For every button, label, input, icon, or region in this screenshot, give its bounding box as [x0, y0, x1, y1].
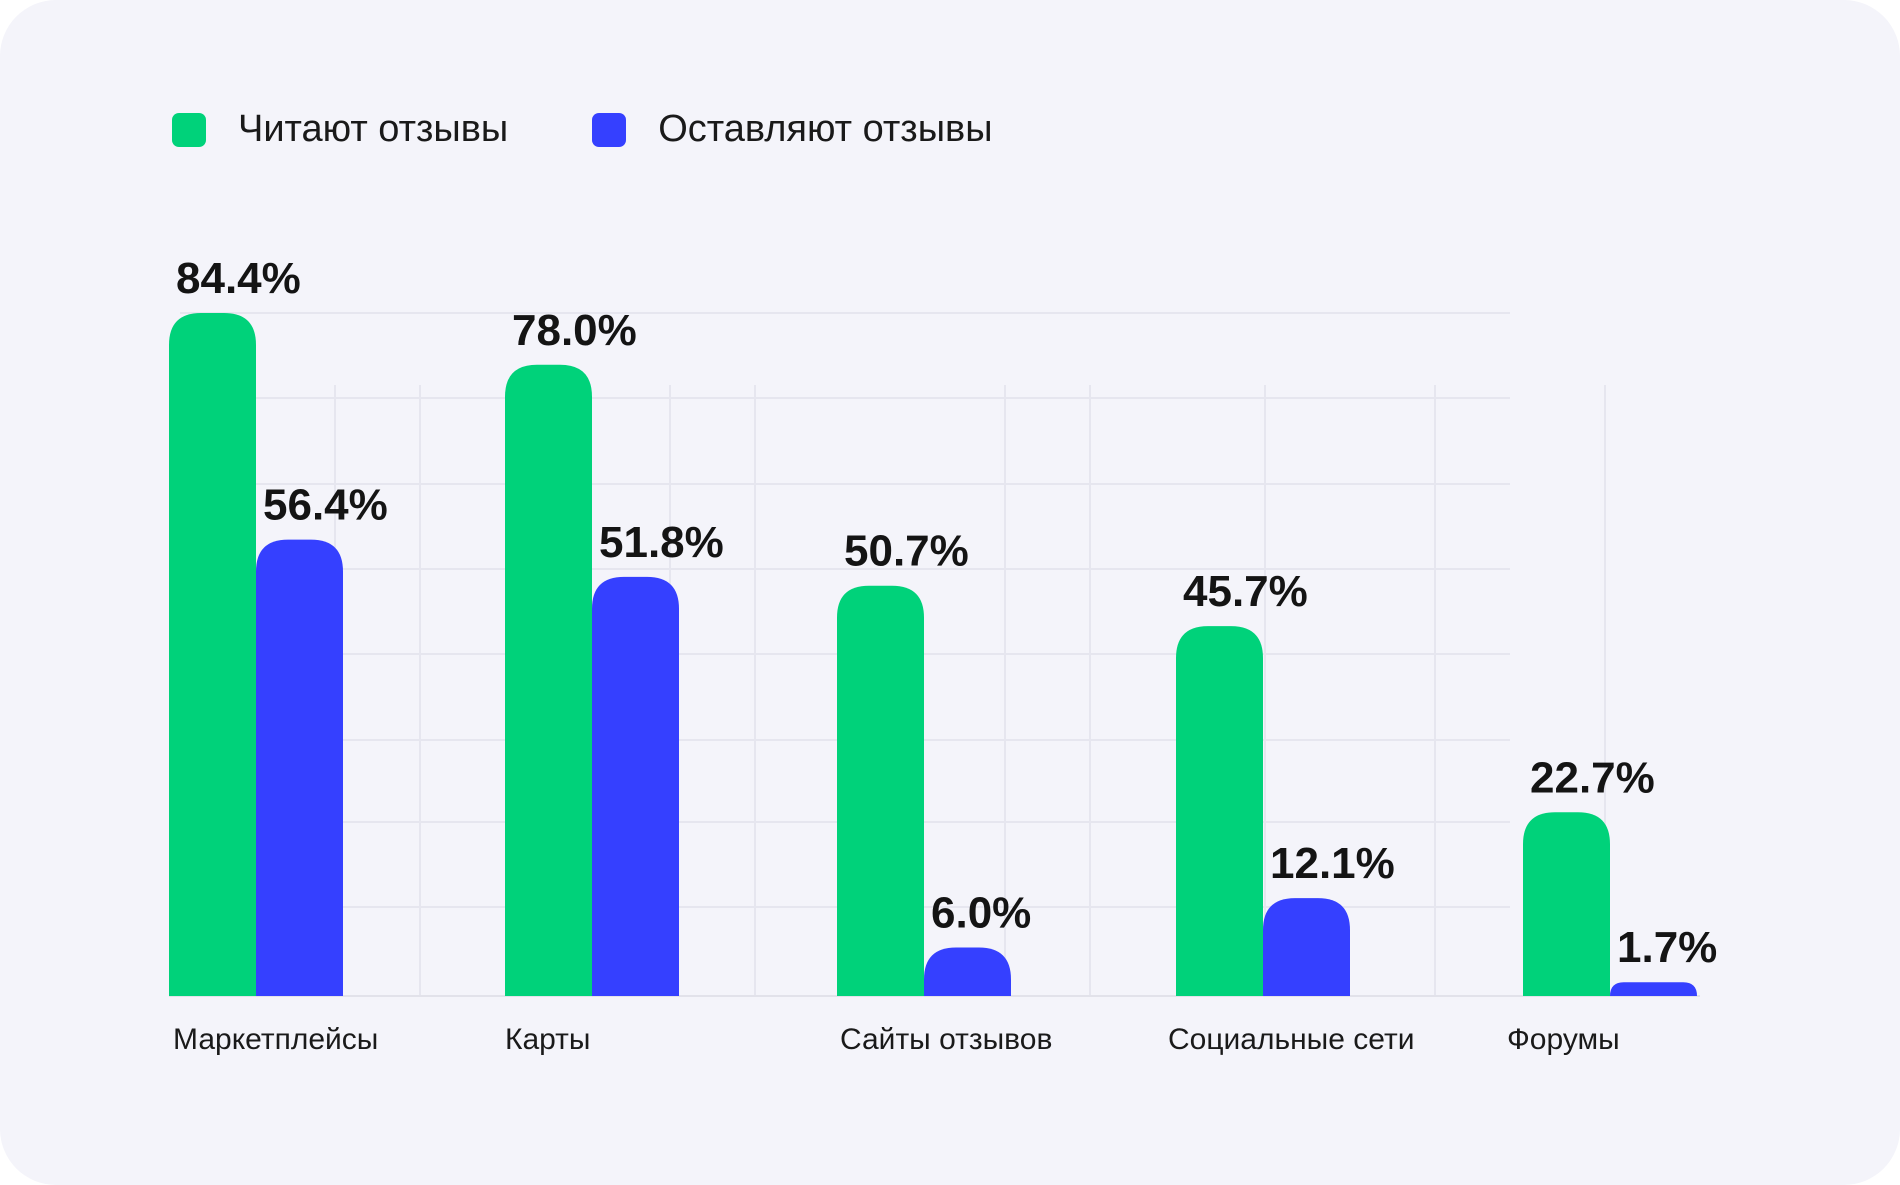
value-label: 78.0%	[512, 306, 637, 355]
bar-write	[1610, 982, 1697, 996]
value-label: 50.7%	[844, 527, 969, 576]
legend-swatch-write	[592, 112, 627, 147]
value-label: 1.7%	[1617, 923, 1717, 972]
category-labels: Маркетплейсы Карты Сайты отзывов Социальные…	[173, 1023, 1620, 1056]
value-label: 22.7%	[1530, 753, 1655, 802]
bar-read	[1176, 626, 1263, 996]
legend-swatch-read	[172, 112, 206, 147]
bar-read	[1523, 812, 1610, 996]
value-label: 51.8%	[599, 518, 724, 567]
legend-item-read: Читают отзывы	[172, 108, 508, 151]
bar-write	[256, 539, 343, 996]
legend: Читают отзывы Оставляют отзывы	[172, 108, 1077, 151]
value-label: 84.4%	[176, 254, 301, 303]
bar-write	[1263, 898, 1350, 996]
category-label: Форумы	[1507, 1023, 1620, 1056]
legend-label-write: Оставляют отзывы	[658, 108, 993, 150]
bar-read	[505, 364, 592, 996]
category-label: Сайты отзывов	[840, 1023, 1052, 1056]
value-label: 6.0%	[931, 888, 1031, 937]
value-label: 45.7%	[1183, 567, 1308, 616]
bar-read	[169, 313, 256, 996]
chart-bars	[169, 313, 1697, 996]
value-label: 56.4%	[263, 481, 388, 530]
value-label: 12.1%	[1270, 839, 1395, 888]
legend-label-read: Читают отзывы	[238, 108, 509, 150]
category-label: Карты	[505, 1023, 591, 1056]
bar-write	[592, 576, 679, 996]
category-label: Маркетплейсы	[173, 1023, 378, 1056]
legend-item-write: Оставляют отзывы	[592, 108, 993, 151]
bar-read	[837, 585, 924, 996]
value-labels: 84.4% 56.4% 78.0% 51.8% 50.7% 6.0% 45.7% 12.1% 2…	[176, 254, 1717, 972]
category-label: Социальные сети	[1168, 1023, 1414, 1056]
bar-write	[924, 947, 1011, 996]
